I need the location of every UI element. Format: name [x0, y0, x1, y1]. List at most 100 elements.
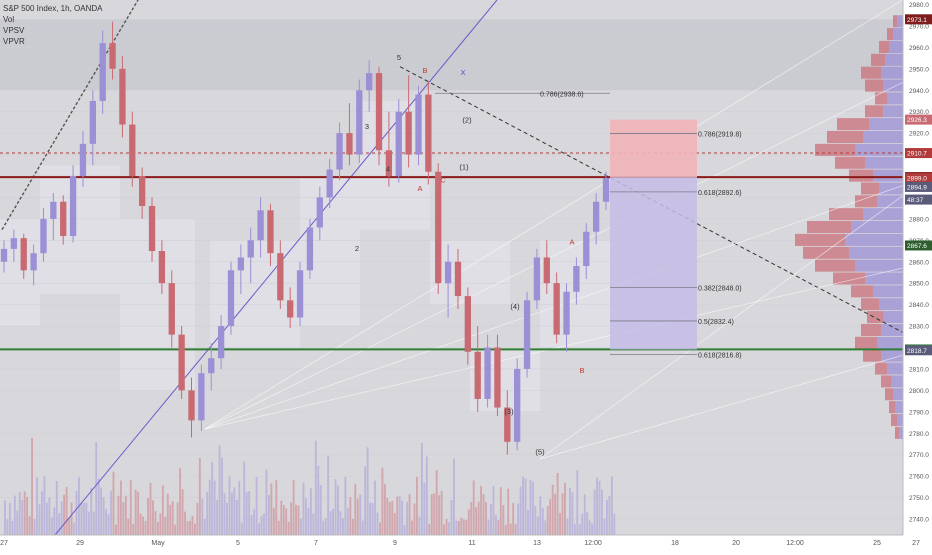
price-tag [905, 181, 932, 192]
volume-bar [292, 479, 295, 535]
volume-bar [280, 500, 283, 535]
volume-bar [115, 524, 117, 535]
profile-bear-bar [891, 413, 897, 427]
volume-bar [571, 492, 574, 535]
volume-bar [351, 518, 354, 535]
candle-body [0, 248, 8, 262]
price-tag [905, 173, 932, 184]
volume-bar [270, 483, 273, 535]
profile-bear-bar [893, 15, 897, 28]
profile-bear-bar [827, 130, 863, 144]
volume-bar [154, 511, 157, 535]
volume-bar [517, 503, 520, 535]
volume-bar [122, 502, 125, 535]
volume-bar [401, 500, 404, 535]
profile-bear-bar [861, 182, 879, 195]
candle-body [425, 94, 432, 172]
candle-body [583, 231, 590, 267]
candle-body [277, 253, 284, 301]
y-tick-label: 2860.0 [909, 259, 929, 266]
volume-bar [494, 514, 497, 535]
volume-bar [386, 497, 389, 535]
volume-bar [267, 495, 270, 535]
volume-bar [198, 458, 201, 535]
volume-bar [324, 518, 327, 535]
volume-bar [425, 456, 428, 535]
wave-label: 4 [386, 165, 390, 174]
volume-bar [460, 517, 463, 535]
volume-bar [300, 518, 302, 535]
y-tick-label: 2970.0 [909, 23, 929, 30]
volume-bar [492, 485, 495, 535]
volume-bar [243, 461, 246, 535]
candle-body [257, 210, 264, 241]
volume-bar [75, 490, 78, 535]
volume-bar [383, 484, 386, 535]
volume-bar [398, 495, 401, 535]
volume-bar [282, 504, 285, 535]
candle-body [296, 270, 304, 318]
profile-bull-bar [877, 336, 903, 349]
volume-bar [354, 483, 357, 535]
volume-bar [593, 489, 596, 535]
volume-bar [169, 504, 172, 535]
volume-bar [462, 519, 465, 535]
volume-bar [297, 505, 300, 535]
volume-bars [4, 438, 616, 535]
volume-bar [576, 470, 579, 535]
volume-bar [221, 457, 223, 535]
candle-body [306, 227, 314, 271]
y-tick-label: 2830.0 [909, 324, 929, 331]
volume-bar [573, 524, 576, 535]
price-tag-label: 2910.7 [907, 151, 927, 158]
volume-bar [314, 440, 317, 535]
fib-label: 0.786(2938.6) [540, 91, 584, 98]
volume-bar [349, 497, 352, 535]
volume-bar [302, 482, 305, 535]
x-tick-label: 11 [468, 540, 475, 547]
profile-bear-bar [835, 156, 865, 169]
volume-bar [588, 520, 591, 535]
profile-bull-bar [863, 130, 903, 144]
candle-body [474, 351, 481, 399]
candle-body [30, 253, 37, 271]
volume-bar [527, 509, 529, 535]
profile-bear-bar [803, 246, 849, 259]
volume-bar [174, 524, 177, 535]
volume-bar [176, 502, 179, 535]
volume-bar [428, 524, 431, 535]
volume-bar [265, 469, 268, 535]
volume-bar [105, 508, 108, 535]
indicator-vpsv[interactable]: VPSV [3, 26, 25, 35]
indicator-vol[interactable]: Vol [3, 15, 15, 24]
volume-bar [203, 518, 206, 535]
volume-bar [117, 495, 120, 535]
volume-bar [534, 505, 537, 535]
volume-bar [374, 480, 376, 535]
x-axis: 27 29 May 5 7 9 11 13 12:00 18 20 12:00 25 27 [0, 534, 932, 550]
volume-bar [309, 488, 312, 535]
wave-label: B [579, 366, 584, 375]
volume-bar [364, 466, 367, 535]
volume-bar [430, 494, 433, 535]
profile-bull-bar [883, 105, 903, 118]
volume-bar [65, 487, 68, 535]
candle-body [198, 373, 205, 421]
profile-bear-bar [795, 233, 845, 246]
indicator-vpvr[interactable]: VPVR [3, 37, 25, 46]
candle-body [267, 210, 274, 254]
candle-body [217, 326, 225, 359]
candle-body [484, 347, 491, 399]
y-tick-label: 2930.0 [909, 109, 929, 116]
candle-body [395, 111, 402, 176]
volume-bar [263, 513, 265, 535]
volume-bar [319, 484, 322, 535]
candle-body [454, 261, 462, 297]
profile-bear-bar [895, 426, 899, 439]
wave-label: X [460, 68, 465, 77]
fan-line [204, 0, 904, 430]
price-tag [905, 194, 932, 205]
wave-label: (3) [504, 407, 514, 416]
